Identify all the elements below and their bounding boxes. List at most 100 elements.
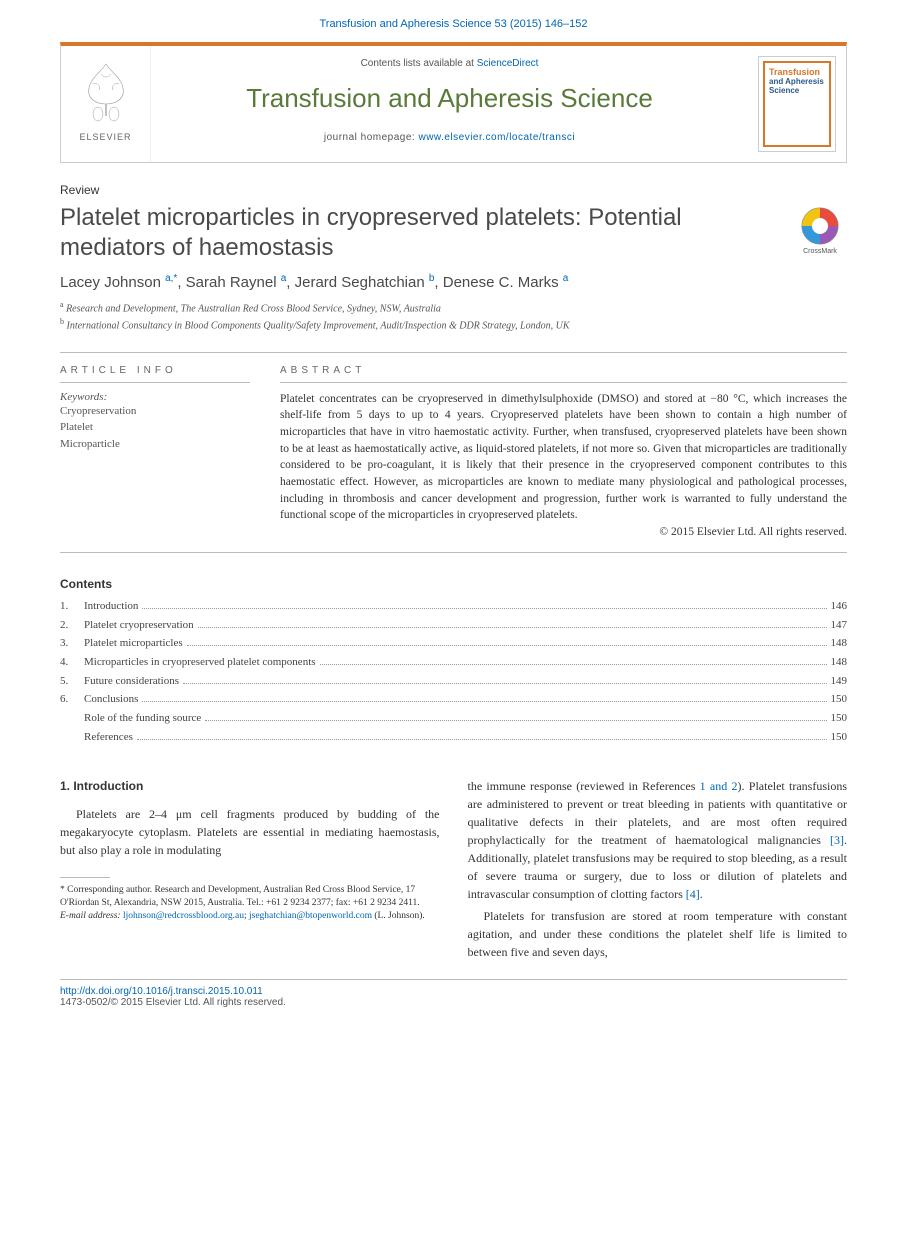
toc-row[interactable]: 3.Platelet microparticles 148 [60,634,847,653]
journal-cover-thumbnail: Transfusion and Apheresis Science [758,56,836,152]
toc-page: 150 [831,709,848,728]
email-suffix: (L. Johnson). [372,911,425,921]
toc-row[interactable]: 6.Conclusions150 [60,690,847,709]
toc-row[interactable]: 4.Microparticles in cryopreserved platel… [60,653,847,672]
toc-list: 1.Introduction1462.Platelet cryopreserva… [60,597,847,747]
abstract-box: ABSTRACT Platelet concentrates can be cr… [280,357,847,538]
email-link-2[interactable]: jseghatchian@btopenworld.com [249,911,372,921]
toc-label: Microparticles in cryopreserved platelet… [84,653,316,672]
footnote-divider [60,877,110,878]
homepage-prefix: journal homepage: [324,132,419,143]
body-para: the immune response (reviewed in Referen… [468,777,848,903]
text-run: . [700,887,703,901]
contents-prefix: Contents lists available at [361,58,477,69]
author-affil-marker: a [563,273,569,284]
crossmark-icon[interactable]: CrossMark [793,203,847,257]
toc-row[interactable]: 5.Future considerations 149 [60,672,847,691]
toc-number: 2. [60,616,84,635]
journal-name: Transfusion and Apheresis Science [161,83,738,114]
toc-page: 150 [831,728,848,747]
author-name: , Denese C. Marks [434,274,562,291]
email-link-1[interactable]: ljohnson@redcrossblood.org.au [123,911,244,921]
author-name: , Jerard Seghatchian [286,274,429,291]
toc-number: 6. [60,690,84,709]
toc-label: Future considerations [84,672,179,691]
homepage-line: journal homepage: www.elsevier.com/locat… [161,132,738,143]
toc-leader-dots [142,608,826,609]
homepage-link[interactable]: www.elsevier.com/locate/transci [418,132,575,143]
toc-page: 147 [831,616,848,635]
body-column-left: 1. Introduction Platelets are 2–4 μm cel… [60,777,440,965]
keyword: Platelet [60,419,250,436]
issn-copyright-line: 1473-0502/© 2015 Elsevier Ltd. All right… [60,997,286,1008]
author-affil-marker: a,* [165,273,177,284]
toc-row[interactable]: Role of the funding source 150 [60,709,847,728]
toc-number: 4. [60,653,84,672]
toc-page: 148 [831,653,848,672]
masthead-center: Contents lists available at ScienceDirec… [151,46,748,162]
abstract-copyright: © 2015 Elsevier Ltd. All rights reserved… [280,526,847,538]
body-column-right: the immune response (reviewed in Referen… [468,777,848,965]
toc-leader-dots [198,627,827,628]
author-name: , Sarah Raynel [177,274,280,291]
keyword: Microparticle [60,436,250,453]
article-title: Platelet microparticles in cryopreserved… [60,203,773,263]
footnotes: * Corresponding author. Research and Dev… [60,884,440,924]
affiliation-line: a Research and Development, The Australi… [60,299,847,316]
sciencedirect-link[interactable]: ScienceDirect [477,58,539,69]
text-run: the immune response (reviewed in Referen… [468,779,700,793]
article-type: Review [60,183,847,197]
divider [60,552,847,553]
footer-bar: http://dx.doi.org/10.1016/j.transci.2015… [60,979,847,1008]
email-footnote: E-mail address: ljohnson@redcrossblood.o… [60,910,440,923]
toc-label: Platelet microparticles [84,634,183,653]
authors-line: Lacey Johnson a,*, Sarah Raynel a , Jerar… [60,273,847,291]
keywords-list: CryopreservationPlateletMicroparticle [60,403,250,453]
toc-leader-dots [187,645,827,646]
toc-number: 5. [60,672,84,691]
keyword: Cryopreservation [60,403,250,420]
elsevier-tree-icon [71,56,141,126]
ref-link[interactable]: 1 and 2 [700,779,738,793]
elsevier-label: ELSEVIER [69,132,142,142]
toc-leader-dots [205,720,826,721]
article-info-label: ARTICLE INFO [60,357,250,383]
section-heading-1: 1. Introduction [60,777,440,795]
toc-leader-dots [142,701,826,702]
toc-leader-dots [320,664,827,665]
toc-heading: Contents [60,577,847,591]
toc-row[interactable]: References 150 [60,728,847,747]
toc-label: Role of the funding source [84,709,201,728]
toc-number: 1. [60,597,84,616]
doi-link[interactable]: http://dx.doi.org/10.1016/j.transci.2015… [60,986,263,997]
body-para: Platelets for transfusion are stored at … [468,907,848,961]
toc-section: Contents 1.Introduction1462.Platelet cry… [60,577,847,747]
running-header: Transfusion and Apheresis Science 53 (20… [0,0,907,42]
toc-number: 3. [60,634,84,653]
toc-row[interactable]: 2.Platelet cryopreservation147 [60,616,847,635]
toc-leader-dots [137,739,827,740]
divider [60,352,847,353]
affiliations: a Research and Development, The Australi… [60,299,847,334]
toc-page: 148 [831,634,848,653]
affiliation-line: b International Consultancy in Blood Com… [60,316,847,333]
email-label: E-mail address: [60,911,123,921]
cover-title-1: Transfusion [769,67,825,77]
body-columns: 1. Introduction Platelets are 2–4 μm cel… [60,777,847,965]
ref-link[interactable]: [4] [686,887,700,901]
toc-label: Introduction [84,597,138,616]
corresponding-footnote: * Corresponding author. Research and Dev… [60,884,440,911]
toc-label: Conclusions [84,690,138,709]
contents-available-line: Contents lists available at ScienceDirec… [161,58,738,69]
svg-text:CrossMark: CrossMark [803,248,837,255]
toc-label: References [84,728,133,747]
abstract-text: Platelet concentrates can be cryopreserv… [280,391,847,524]
body-para: Platelets are 2–4 μm cell fragments prod… [60,805,440,859]
ref-link[interactable]: [3] [830,833,844,847]
author-name: Lacey Johnson [60,274,165,291]
cover-title-2: and Apheresis Science [769,77,825,95]
elsevier-logo-box: ELSEVIER [61,46,151,162]
toc-row[interactable]: 1.Introduction146 [60,597,847,616]
toc-page: 149 [831,672,848,691]
keywords-label: Keywords: [60,391,250,403]
